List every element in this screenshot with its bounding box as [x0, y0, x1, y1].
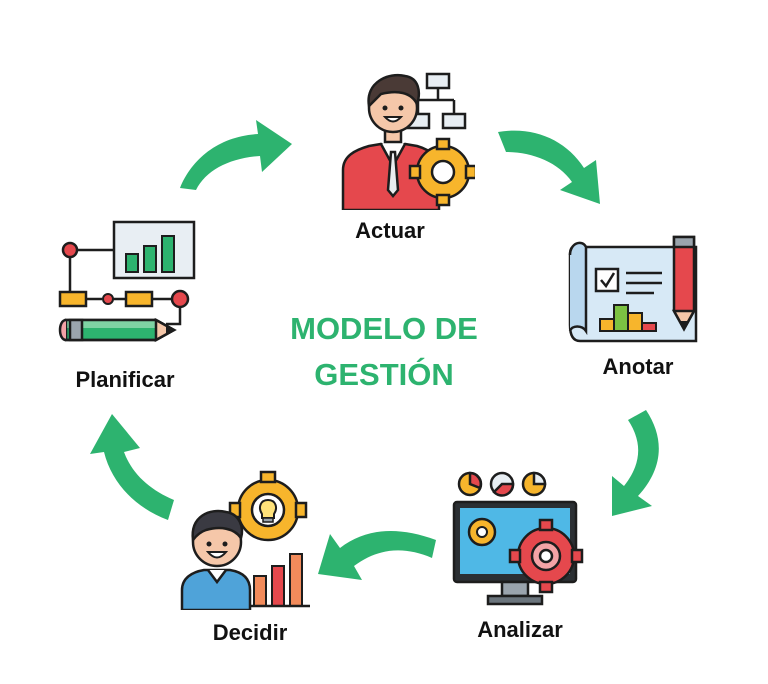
arrow-planificar-to-actuar: [180, 120, 292, 190]
business-person-with-org-chart-and-gear-icon: [341, 72, 475, 210]
monitor-with-gear-and-pie-charts-icon: [452, 471, 584, 606]
title-line-1: MODELO DE: [290, 311, 478, 346]
title-line-2: GESTIÓN: [314, 357, 454, 392]
arrow-analizar-to-decidir: [318, 530, 436, 580]
step-label-anotar: Anotar: [602, 354, 674, 379]
step-label-analizar: Analizar: [477, 617, 563, 642]
step-label-decidir: Decidir: [212, 620, 288, 645]
smiling-person-with-lightbulb-gear-and-bar-chart-icon: [180, 470, 310, 610]
arrow-anotar-to-analizar: [612, 410, 659, 516]
step-label-planificar: Planificar: [75, 367, 175, 392]
planning-board-with-flow-and-pencil-icon: [58, 220, 196, 343]
diagram-title: MODELO DE GESTIÓN: [234, 306, 534, 398]
arrow-actuar-to-anotar: [498, 130, 600, 204]
step-label-actuar: Actuar: [355, 218, 425, 243]
arrow-decidir-to-planificar: [90, 414, 174, 520]
blueprint-chart-and-pencil-icon: [568, 235, 698, 343]
